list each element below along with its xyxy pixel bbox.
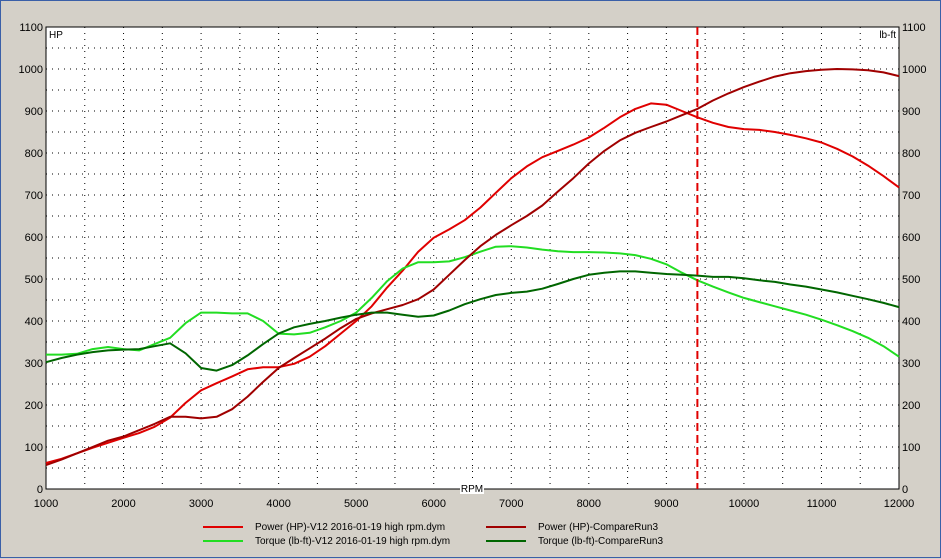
y-tick-label-left: 1000 [19, 64, 43, 76]
y-tick-label-left: 700 [25, 190, 43, 202]
x-tick-label: 2000 [111, 498, 135, 510]
y-tick-label-left: 600 [25, 232, 43, 244]
y-tick-label-right: 0 [902, 484, 908, 496]
grid [46, 27, 899, 489]
x-tick-label: 6000 [421, 498, 445, 510]
series-line-4 [45, 270, 900, 372]
x-tick-label: 7000 [499, 498, 523, 510]
x-tick-label: 12000 [884, 498, 915, 510]
y-tick-label-left: 0 [37, 484, 43, 496]
y-tick-label-right: 400 [902, 316, 920, 328]
y-tick-label-right: 1000 [902, 64, 926, 76]
x-tick-label: 3000 [189, 498, 213, 510]
y-tick-label-left: 200 [25, 400, 43, 412]
x-tick-label: 8000 [577, 498, 601, 510]
y-tick-label-left: 300 [25, 358, 43, 370]
legend-entry: Power (HP)-CompareRun3 [538, 522, 658, 533]
y-tick-label-right: 1100 [902, 22, 926, 34]
x-tick-label: 4000 [266, 498, 290, 510]
y-tick-label-left: 1100 [19, 22, 43, 34]
y-tick-label-right: 300 [902, 358, 920, 370]
y-tick-label-right: 800 [902, 148, 920, 160]
y-tick-label-right: 500 [902, 274, 920, 286]
legend: Power (HP)-V12 2016-01-19 high rpm.dym To… [203, 522, 663, 547]
y-tick-label-right: 100 [902, 442, 920, 454]
x-tick-label: 10000 [729, 498, 760, 510]
series-line-1 [45, 102, 900, 464]
x-tick-label: 5000 [344, 498, 368, 510]
series-line-3 [45, 68, 900, 467]
x-tick-label: 11000 [807, 498, 837, 510]
x-axis-label: RPM [461, 484, 483, 495]
legend-entry: Torque (lb-ft)-V12 2016-01-19 high rpm.d… [255, 536, 450, 547]
x-tick-label: 9000 [654, 498, 678, 510]
y-tick-label-left: 900 [25, 106, 43, 118]
y-tick-label-left: 100 [25, 442, 43, 454]
series-layer [45, 27, 900, 489]
y-tick-label-right: 200 [902, 400, 920, 412]
y-tick-label-left: 400 [25, 316, 43, 328]
x-tick-label: 1000 [34, 498, 58, 510]
left-axis-label: HP [49, 30, 63, 41]
x-axis-label-box [460, 483, 484, 494]
y-tick-label-left: 500 [25, 274, 43, 286]
legend-entry: Power (HP)-V12 2016-01-19 high rpm.dym [255, 522, 445, 533]
y-tick-label-right: 900 [902, 106, 920, 118]
y-tick-label-left: 800 [25, 148, 43, 160]
right-axis-label: lb-ft [879, 30, 896, 41]
y-tick-label-right: 700 [902, 190, 920, 202]
legend-entry: Torque (lb-ft)-CompareRun3 [538, 536, 663, 547]
tick-labels: 1000 2000 3000 4000 5000 6000 7000 8000 9000 1000… [19, 22, 927, 510]
y-tick-label-right: 600 [902, 232, 920, 244]
